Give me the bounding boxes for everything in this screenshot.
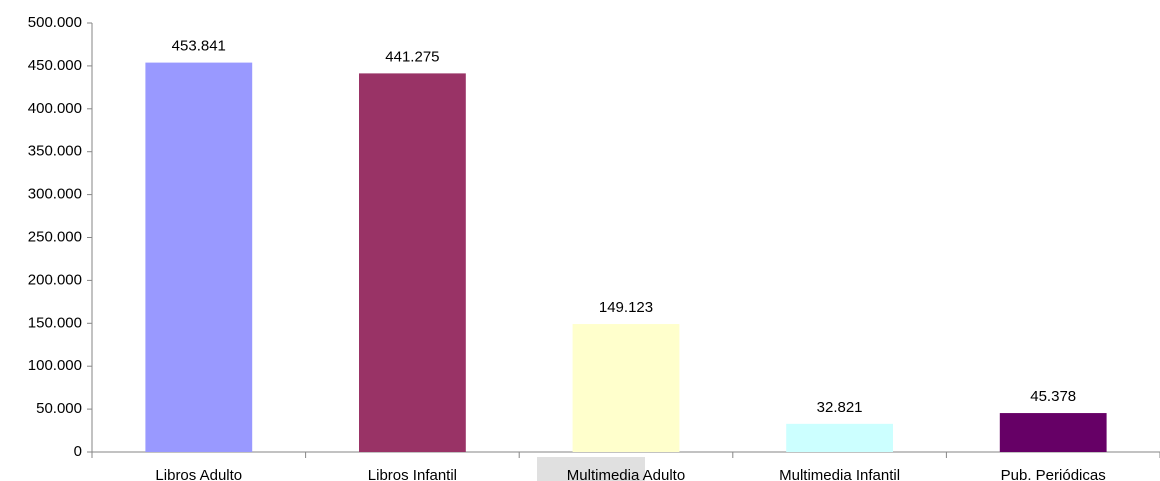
y-tick-label: 500.000 [28,14,82,31]
bar [572,324,680,452]
data-label: 453.841 [172,38,226,55]
y-tick-label: 150.000 [28,314,82,331]
y-tick-label: 300.000 [28,186,82,203]
bar [145,62,253,452]
y-tick-label: 450.000 [28,57,82,74]
x-tick-label: Multimedia Infantil [779,467,900,481]
x-tick-label: Libros Adulto [155,467,242,481]
y-tick-label: 200.000 [28,271,82,288]
bar [786,423,893,452]
y-tick-label: 250.000 [28,228,82,245]
x-tick-label: Multimedia Adulto [567,467,685,481]
data-label: 149.123 [599,299,653,316]
y-tick-label: 350.000 [28,143,82,160]
y-tick-label: 50.000 [36,400,82,417]
y-tick-label: 100.000 [28,357,82,374]
y-tick-label: 0 [74,443,82,460]
bar [359,73,466,452]
data-label: 32.821 [817,399,863,416]
x-tick-label: Pub. Periódicas [1001,467,1106,481]
y-tick-label: 400.000 [28,100,82,117]
overlay-box [537,457,645,481]
bar [999,413,1107,452]
data-label: 45.378 [1030,388,1076,405]
x-tick-label: Libros Infantil [368,467,457,481]
data-label: 441.275 [385,48,439,65]
